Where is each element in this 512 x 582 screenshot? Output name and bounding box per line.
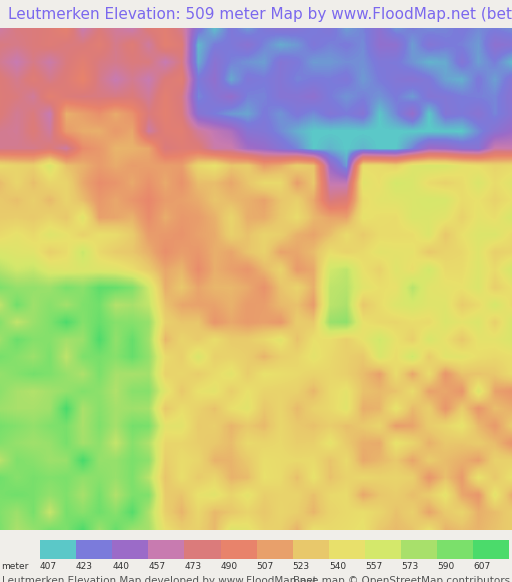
- Text: 557: 557: [365, 562, 382, 572]
- Bar: [293, 541, 329, 559]
- Text: 607: 607: [473, 562, 490, 572]
- Text: 407: 407: [40, 562, 57, 572]
- Bar: [184, 541, 221, 559]
- Text: 507: 507: [257, 562, 274, 572]
- Bar: [76, 541, 112, 559]
- Text: meter: meter: [2, 562, 29, 572]
- Bar: [257, 541, 293, 559]
- Bar: [221, 541, 257, 559]
- Bar: [473, 541, 509, 559]
- Text: 590: 590: [437, 562, 455, 572]
- Bar: [401, 541, 437, 559]
- Text: 457: 457: [148, 562, 165, 572]
- Bar: [40, 541, 76, 559]
- Text: 473: 473: [184, 562, 202, 572]
- Text: 540: 540: [329, 562, 346, 572]
- Text: 523: 523: [293, 562, 310, 572]
- Bar: [112, 541, 148, 559]
- Text: 423: 423: [76, 562, 93, 572]
- Bar: [437, 541, 473, 559]
- Text: Leutmerken Elevation: 509 meter Map by www.FloodMap.net (beta): Leutmerken Elevation: 509 meter Map by w…: [8, 6, 512, 22]
- Text: Leutmerken Elevation Map developed by www.FloodMap.net: Leutmerken Elevation Map developed by ww…: [2, 576, 316, 582]
- Text: 440: 440: [112, 562, 129, 572]
- Text: 490: 490: [221, 562, 238, 572]
- Text: 573: 573: [401, 562, 418, 572]
- Text: Base map © OpenStreetMap contributors: Base map © OpenStreetMap contributors: [293, 576, 510, 582]
- Bar: [365, 541, 401, 559]
- Bar: [329, 541, 365, 559]
- Bar: [148, 541, 184, 559]
